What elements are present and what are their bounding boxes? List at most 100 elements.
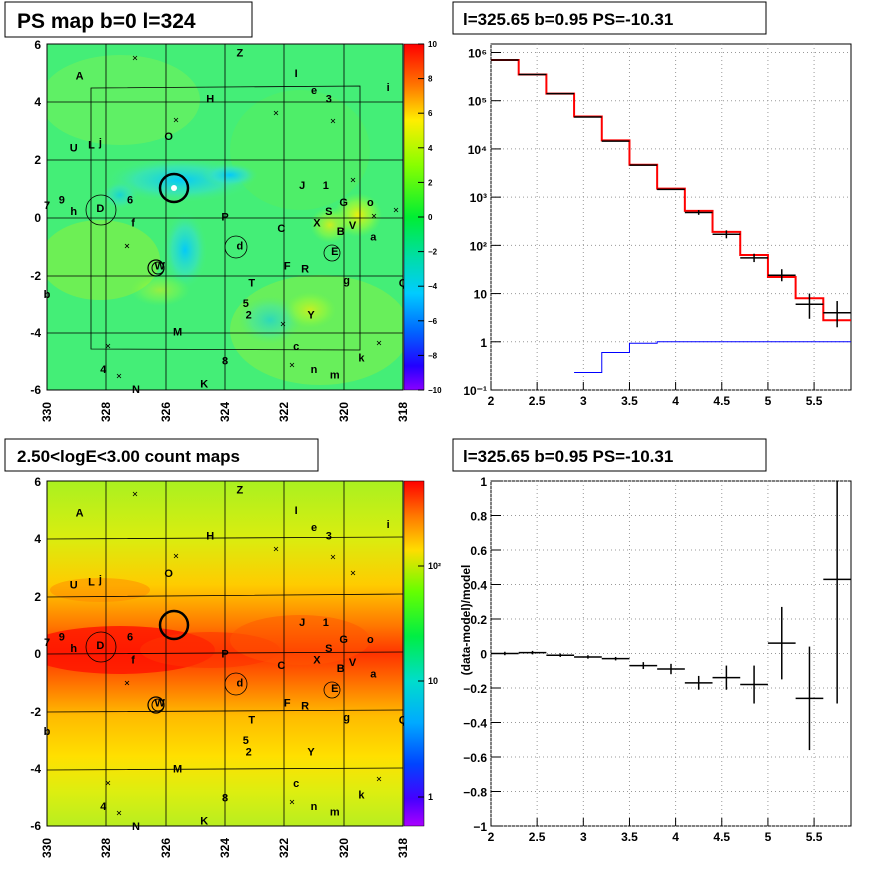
- count-map-ytick: 4: [34, 532, 41, 546]
- source-label: e: [311, 85, 317, 97]
- ps-map-ytick: -2: [30, 269, 41, 283]
- count-map-ytick: 2: [34, 590, 41, 604]
- count-cb-label: 1: [428, 792, 433, 802]
- source-label: 1: [323, 617, 329, 629]
- count-cb-label: 10²: [428, 561, 441, 571]
- spectrum-marks: [491, 58, 851, 374]
- ps-cb-label: −6: [428, 317, 438, 326]
- spectrum-title-box: [452, 1, 767, 35]
- spectrum-ytick-label: 10³: [470, 191, 487, 205]
- source-label: U: [70, 143, 78, 155]
- source-label: W: [155, 260, 166, 272]
- ps-map-ytick: 0: [34, 211, 41, 225]
- spectrum-ytick-label: 10⁵: [468, 95, 487, 109]
- source-label: J: [299, 617, 305, 629]
- count-colorbar: [403, 480, 425, 827]
- ps-map-xtick: 324: [218, 402, 232, 422]
- source-label: 2: [246, 309, 252, 321]
- spectrum-ytick-label: 10: [474, 288, 488, 302]
- source-label: 5: [243, 735, 249, 747]
- source-label: S: [325, 206, 332, 218]
- source-label: V: [349, 657, 357, 669]
- ps-map-xtick: 318: [396, 402, 410, 422]
- source-label: 7: [44, 200, 50, 212]
- count-map-ytick: 6: [34, 475, 41, 489]
- source-label: L: [88, 140, 95, 152]
- source-label: E: [331, 246, 338, 258]
- residual-xtick-label: 2: [488, 830, 495, 844]
- source-label: b: [44, 289, 51, 301]
- spectrum-xtick-label: 5.5: [806, 394, 823, 408]
- source-label: 3: [326, 531, 332, 543]
- spectrum-plot-area: [490, 43, 852, 391]
- spectrum-xtick-label: 2: [488, 394, 495, 408]
- spectrum-xtick-label: 2.5: [529, 394, 546, 408]
- residual-ytick-label: −0.8: [463, 786, 487, 800]
- residual-grid: [490, 480, 851, 827]
- residual-ytick-label: 0.4: [470, 579, 487, 593]
- source-label: U: [70, 580, 78, 592]
- source-label: g: [343, 712, 350, 724]
- count-map-panel: 2.50<logE<3.00 count maps: [4, 438, 441, 858]
- residual-ytick-label: −0.6: [463, 751, 487, 765]
- source-label: j: [98, 137, 102, 149]
- source-label: e: [311, 522, 317, 534]
- ps-map-xtick: 326: [159, 402, 173, 422]
- ps-map-xtick: 328: [99, 402, 113, 422]
- residual-marks: [491, 481, 851, 751]
- source-label: S: [325, 643, 332, 655]
- source-label: 6: [127, 631, 133, 643]
- source-label: F: [284, 260, 291, 272]
- source-label: K: [200, 378, 208, 390]
- source-label: Y: [307, 309, 315, 321]
- source-label: a: [370, 232, 377, 244]
- count-map-title: 2.50<logE<3.00 count maps: [17, 447, 240, 466]
- source-label: i: [387, 519, 390, 531]
- ps-cb-label: −4: [428, 282, 438, 291]
- spectrum-ytick-label: 10⁴: [468, 143, 487, 157]
- source-label: I: [295, 505, 298, 517]
- source-label: 9: [59, 631, 65, 643]
- source-label: N: [132, 384, 140, 396]
- source-label: H: [206, 94, 214, 106]
- source-label: W: [155, 697, 166, 709]
- source-label: X: [313, 217, 321, 229]
- ps-map-fit-circles: [85, 172, 341, 277]
- source-label: g: [343, 275, 350, 287]
- source-label: 3: [326, 94, 332, 106]
- residual-ytick-label: 1: [480, 475, 487, 489]
- spectrum-panel: l=325.65 b=0.95 PS=-10.31 2 2.5 3 3.5 4 4.5 5 5…: [452, 1, 852, 408]
- source-label: 8: [222, 355, 228, 367]
- count-map-xtick: 320: [337, 838, 351, 858]
- ps-cb-label: −8: [428, 351, 438, 360]
- ps-map-ytick: -4: [30, 326, 41, 340]
- residual-ytick-label: 0.8: [470, 510, 487, 524]
- source-label: 8: [222, 792, 228, 804]
- source-label: a: [370, 669, 377, 681]
- count-map-title-box: [4, 438, 319, 472]
- source-label: F: [284, 697, 291, 709]
- ps-colorbar-ticks: 10 8 6 4 2 0 −2 −4 −6 −8 −10: [418, 40, 442, 395]
- ps-map-cross-markers: [105, 55, 399, 379]
- source-label: b: [44, 726, 51, 738]
- residual-ytick-label: 0: [480, 648, 487, 662]
- residual-ytick-label: −1: [473, 820, 487, 834]
- residual-xtick-label: 4: [672, 830, 679, 844]
- ps-cb-label: −10: [428, 386, 442, 395]
- source-label: Z: [236, 485, 243, 497]
- source-label: m: [330, 370, 340, 382]
- source-label: c: [293, 778, 299, 790]
- source-label: n: [311, 801, 318, 813]
- source-label: H: [206, 531, 214, 543]
- spectrum-title: l=325.65 b=0.95 PS=-10.31: [463, 10, 673, 29]
- residual-xtick-label: 5: [765, 830, 772, 844]
- ps-cb-label: 0: [428, 213, 433, 222]
- source-label: O: [164, 131, 173, 143]
- count-map-xtick: 330: [40, 838, 54, 858]
- ps-map-xtick: 330: [40, 402, 54, 422]
- count-map-xtick: 324: [218, 838, 232, 858]
- count-map-xtick: 318: [396, 838, 410, 858]
- residual-xtick-label: 4.5: [713, 830, 730, 844]
- source-label: d: [236, 677, 243, 689]
